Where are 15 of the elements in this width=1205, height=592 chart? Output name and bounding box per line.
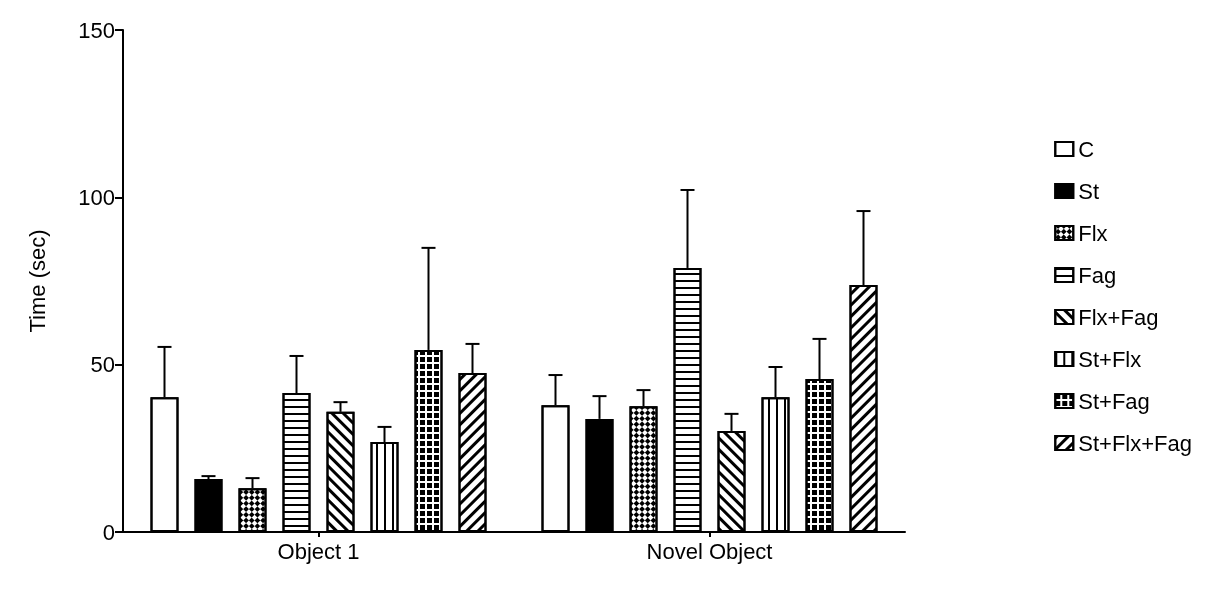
- legend-label: St+Flx: [1078, 346, 1142, 372]
- y-tick-label: 50: [90, 352, 115, 378]
- legend-label: C: [1078, 136, 1095, 162]
- legend-label: Flx: [1078, 220, 1108, 246]
- legend-label: Flx+Fag: [1078, 304, 1159, 330]
- x-tick-label: Novel Object: [646, 538, 773, 564]
- y-axis-title: Time (sec): [24, 229, 50, 333]
- y-tick-label: 100: [78, 184, 115, 210]
- x-tick-label: Object 1: [277, 538, 360, 564]
- legend-label: St: [1078, 178, 1100, 204]
- y-tick-label: 150: [78, 17, 115, 43]
- legend-label: St+Fag: [1078, 388, 1150, 414]
- y-tick-label: 0: [102, 519, 115, 545]
- legend-label: Fag: [1078, 262, 1117, 288]
- legend-label: St+Flx+Fag: [1078, 430, 1192, 456]
